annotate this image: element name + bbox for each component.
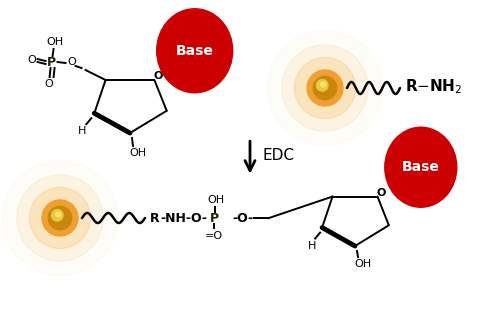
Ellipse shape xyxy=(385,127,457,207)
Text: OH: OH xyxy=(130,148,146,158)
Circle shape xyxy=(42,200,78,236)
Text: O: O xyxy=(377,188,386,197)
Circle shape xyxy=(320,82,326,87)
Text: O: O xyxy=(44,79,53,89)
Circle shape xyxy=(48,206,72,230)
Text: -NH-O-: -NH-O- xyxy=(160,211,207,225)
Text: O: O xyxy=(27,55,36,65)
Circle shape xyxy=(52,210,63,221)
Text: EDC: EDC xyxy=(262,148,294,163)
Circle shape xyxy=(307,70,343,106)
Circle shape xyxy=(268,31,382,146)
Text: P: P xyxy=(47,56,56,68)
Text: H: H xyxy=(308,241,316,251)
Text: OH: OH xyxy=(354,259,372,269)
Ellipse shape xyxy=(156,9,232,93)
Circle shape xyxy=(314,76,336,100)
Text: Base: Base xyxy=(176,44,214,58)
Circle shape xyxy=(56,212,60,217)
Circle shape xyxy=(316,80,328,91)
Text: -O-: -O- xyxy=(232,211,253,225)
Text: Base: Base xyxy=(402,160,440,174)
Text: OH: OH xyxy=(208,195,224,205)
Text: O: O xyxy=(154,71,163,81)
Text: R$-$NH$_2$: R$-$NH$_2$ xyxy=(405,78,462,96)
Circle shape xyxy=(30,187,90,249)
Text: OH: OH xyxy=(46,37,63,47)
Text: R: R xyxy=(150,211,160,225)
Text: P: P xyxy=(210,211,218,225)
Text: O: O xyxy=(67,57,76,67)
Circle shape xyxy=(282,45,368,131)
Text: =O: =O xyxy=(205,231,223,241)
Circle shape xyxy=(17,175,103,261)
Text: H: H xyxy=(78,126,86,136)
Circle shape xyxy=(2,160,117,276)
Circle shape xyxy=(294,58,356,119)
